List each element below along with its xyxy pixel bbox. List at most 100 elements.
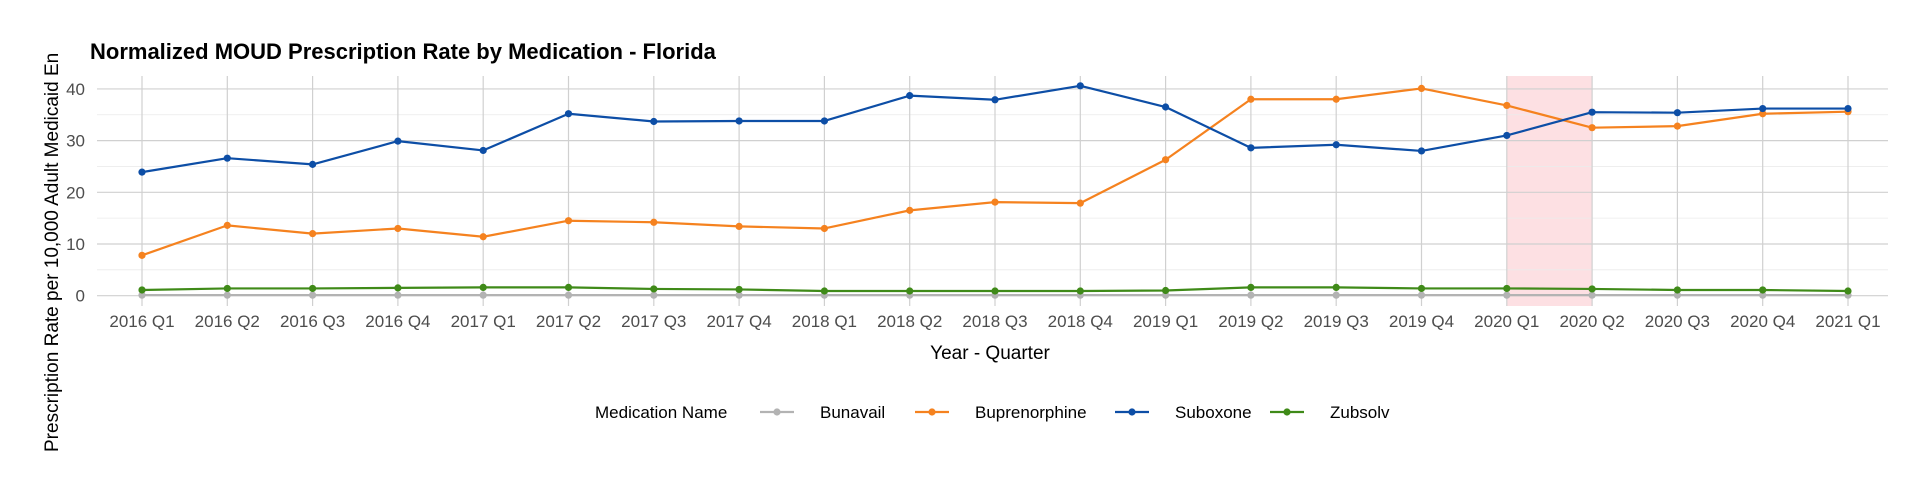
data-point-buprenorphine xyxy=(991,198,999,206)
x-tick-label: 2019 Q4 xyxy=(1389,312,1454,331)
data-point-suboxone xyxy=(1162,103,1170,111)
data-point-zubsolv xyxy=(1844,287,1852,295)
data-point-zubsolv xyxy=(1588,285,1596,293)
legend-marker-bunavail xyxy=(773,408,781,416)
x-tick-label: 2020 Q1 xyxy=(1474,312,1539,331)
data-point-bunavail xyxy=(479,291,487,299)
data-point-buprenorphine xyxy=(1332,95,1340,103)
data-point-suboxone xyxy=(394,137,402,145)
data-point-bunavail xyxy=(1247,291,1255,299)
x-axis-title: Year - Quarter xyxy=(930,343,1050,364)
legend-marker-buprenorphine xyxy=(928,408,936,416)
data-point-buprenorphine xyxy=(1588,124,1596,132)
data-point-bunavail xyxy=(1332,291,1340,299)
y-tick-label: 30 xyxy=(66,132,85,151)
x-tick-label: 2016 Q3 xyxy=(280,312,345,331)
series-zubsolv xyxy=(138,283,1852,295)
data-point-bunavail xyxy=(735,291,743,299)
data-point-suboxone xyxy=(564,110,573,118)
data-point-zubsolv xyxy=(138,286,146,294)
data-point-suboxone xyxy=(1076,82,1084,90)
y-tick-label: 0 xyxy=(76,287,85,306)
legend-title: Medication Name xyxy=(595,403,727,422)
legend-label-buprenorphine: Buprenorphine xyxy=(975,403,1087,422)
data-point-buprenorphine xyxy=(1162,156,1170,164)
data-point-suboxone xyxy=(735,117,743,125)
data-point-bunavail xyxy=(1673,291,1681,299)
data-point-zubsolv xyxy=(1503,284,1511,293)
data-point-zubsolv xyxy=(564,283,573,291)
legend: Medication Name Bunavail Buprenorphine Sub… xyxy=(595,403,1390,422)
y-tick-label: 10 xyxy=(66,235,85,254)
legend-marker-zubsolv xyxy=(1283,408,1291,416)
series-layer xyxy=(138,82,1852,299)
data-point-zubsolv xyxy=(479,283,487,291)
data-point-bunavail xyxy=(394,291,402,299)
data-point-buprenorphine xyxy=(564,217,573,225)
highlight-band xyxy=(1506,76,1593,306)
data-point-suboxone xyxy=(138,168,146,176)
data-point-zubsolv xyxy=(1076,287,1084,295)
data-point-suboxone xyxy=(1332,141,1340,149)
x-tick-label: 2021 Q1 xyxy=(1815,312,1880,331)
x-tick-label: 2017 Q4 xyxy=(706,312,771,331)
data-point-suboxone xyxy=(991,96,999,104)
data-point-buprenorphine xyxy=(394,224,402,233)
data-point-zubsolv xyxy=(1417,284,1426,293)
data-point-bunavail xyxy=(1417,291,1426,299)
data-point-buprenorphine xyxy=(650,218,658,226)
x-tick-label: 2016 Q2 xyxy=(195,312,260,331)
series-suboxone xyxy=(138,82,1852,176)
data-point-buprenorphine xyxy=(820,224,829,233)
x-tick-label: 2019 Q2 xyxy=(1218,312,1283,331)
data-point-bunavail xyxy=(309,291,317,299)
x-tick-label: 2018 Q4 xyxy=(1048,312,1113,331)
x-tick-label: 2017 Q2 xyxy=(536,312,601,331)
x-tick-label: 2019 Q3 xyxy=(1304,312,1369,331)
data-point-zubsolv xyxy=(991,287,999,295)
data-point-bunavail xyxy=(1503,291,1511,299)
data-point-buprenorphine xyxy=(1759,110,1767,118)
y-axis-title: Prescription Rate per 10,000 Adult Medic… xyxy=(42,53,63,452)
data-point-buprenorphine xyxy=(223,221,231,229)
legend-label-zubsolv: Zubsolv xyxy=(1330,403,1390,422)
x-tick-label: 2019 Q1 xyxy=(1133,312,1198,331)
x-tick-label: 2016 Q1 xyxy=(109,312,174,331)
data-point-buprenorphine xyxy=(1673,122,1681,130)
legend-label-suboxone: Suboxone xyxy=(1175,403,1252,422)
data-point-suboxone xyxy=(309,160,317,168)
data-point-bunavail xyxy=(1759,291,1767,299)
data-point-suboxone xyxy=(1844,104,1852,113)
x-tick-label: 2018 Q1 xyxy=(792,312,857,331)
x-tick-label: 2020 Q4 xyxy=(1730,312,1795,331)
data-point-buprenorphine xyxy=(1503,101,1511,110)
data-point-zubsolv xyxy=(1759,286,1767,294)
data-point-suboxone xyxy=(650,117,658,126)
data-point-zubsolv xyxy=(1332,283,1340,291)
data-point-suboxone xyxy=(906,92,914,100)
y-axis: 0 10 20 30 40 xyxy=(66,80,85,306)
x-tick-label: 2017 Q3 xyxy=(621,312,686,331)
x-tick-label: 2020 Q3 xyxy=(1645,312,1710,331)
data-point-suboxone xyxy=(223,154,231,162)
data-point-bunavail xyxy=(138,291,146,299)
y-tick-label: 20 xyxy=(66,183,85,202)
data-point-zubsolv xyxy=(906,287,914,295)
data-point-buprenorphine xyxy=(1247,95,1255,103)
x-tick-label: 2017 Q1 xyxy=(451,312,516,331)
data-point-suboxone xyxy=(479,146,487,155)
data-point-suboxone xyxy=(1759,104,1767,113)
data-point-zubsolv xyxy=(735,285,743,294)
data-point-bunavail xyxy=(564,291,573,299)
x-tick-label: 2018 Q2 xyxy=(877,312,942,331)
data-point-zubsolv xyxy=(394,284,402,292)
data-point-zubsolv xyxy=(1247,283,1255,291)
data-point-bunavail xyxy=(650,291,658,299)
data-point-zubsolv xyxy=(309,284,317,293)
data-point-suboxone xyxy=(820,117,829,125)
data-point-zubsolv xyxy=(223,284,231,293)
data-point-suboxone xyxy=(1673,109,1681,117)
chart-title: Normalized MOUD Prescription Rate by Med… xyxy=(90,39,717,64)
data-point-bunavail xyxy=(223,291,231,299)
